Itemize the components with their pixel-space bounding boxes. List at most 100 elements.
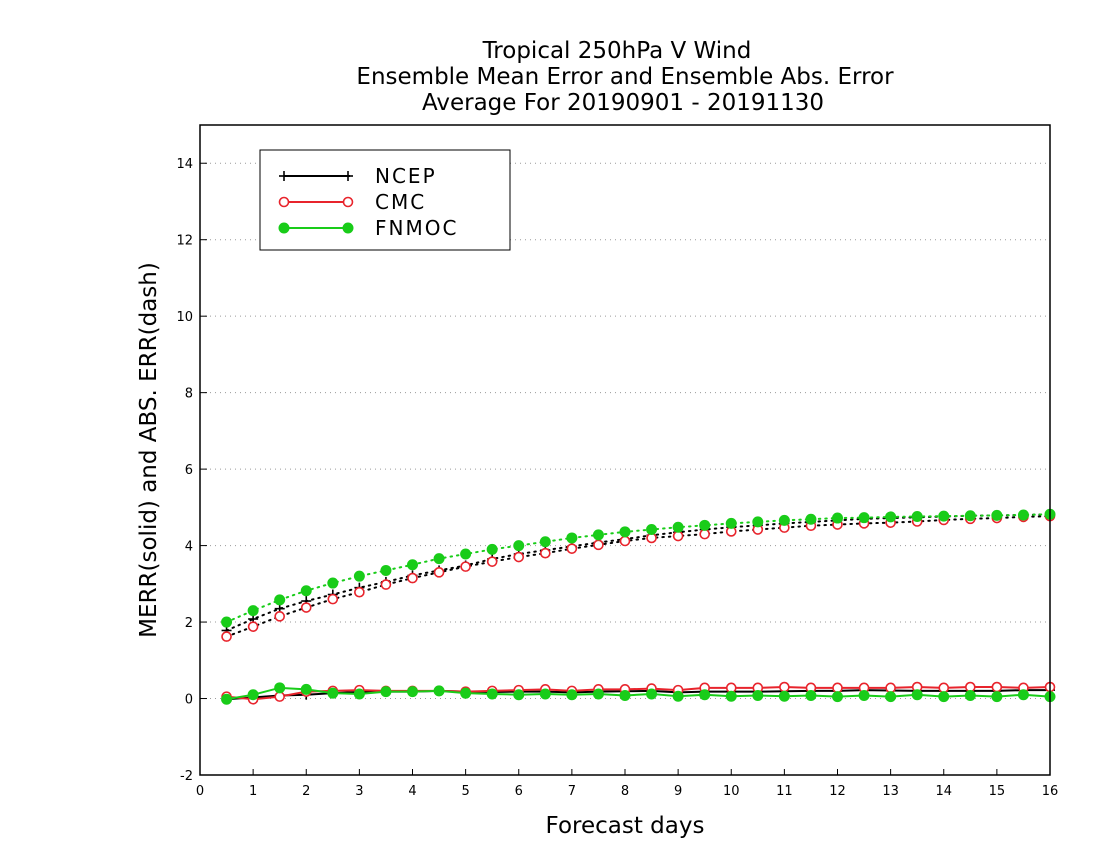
fnmoc-abs-error-point (619, 526, 631, 538)
fnmoc-abs-error-point (964, 510, 976, 522)
fnmoc-abs-error-point (991, 509, 1003, 521)
cmc-abs-error-point (593, 539, 604, 551)
fnmoc-abs-error-point (380, 564, 392, 576)
cmc-abs-error-point (460, 561, 471, 572)
x-tick-label: 16 (1042, 784, 1059, 799)
fnmoc-mean-error-point (407, 686, 418, 698)
fnmoc-abs-error-point (221, 616, 233, 628)
cmc-mean-error-point (991, 681, 1003, 693)
cmc-abs-error-point (566, 543, 578, 554)
fnmoc-abs-error-point (938, 510, 950, 522)
fnmoc-abs-error-point (646, 524, 658, 536)
fnmoc-abs-error-point (460, 548, 472, 560)
cmc-abs-error-point (247, 621, 259, 632)
fnmoc-mean-error-point (725, 690, 737, 702)
fnmoc-abs-error-point (407, 559, 418, 571)
cmc-abs-error-point (354, 586, 365, 598)
fnmoc-mean-error-point (247, 689, 259, 701)
fnmoc-mean-error-point (539, 688, 551, 700)
fnmoc-mean-error-point (832, 691, 843, 703)
fnmoc-abs-error-point (672, 521, 684, 533)
fnmoc-mean-error-point (805, 689, 817, 701)
y-tick-label: -2 (180, 769, 193, 784)
fnmoc-mean-error-point (752, 689, 764, 701)
x-tick-label: 0 (196, 784, 204, 799)
cmc-abs-error-point (274, 611, 285, 622)
cmc-abs-error-point (433, 567, 445, 578)
y-tick-label: 8 (185, 387, 193, 402)
cmc-abs-error-point (619, 535, 631, 547)
fnmoc-mean-error-point (327, 687, 339, 699)
legend-box (259, 149, 511, 251)
fnmoc-mean-error-point (1017, 689, 1029, 701)
cmc-abs-error-point (540, 547, 551, 559)
legend-marker-ncep (279, 171, 289, 181)
cmc-abs-error-point (221, 631, 232, 642)
ncep-abs-error-line (225, 513, 1051, 632)
cmc-abs-error-point (699, 528, 710, 540)
fnmoc-mean-error-point (911, 689, 923, 701)
fnmoc-abs-error-point (805, 513, 817, 525)
legend-marker-ncep (343, 171, 353, 181)
cmc-mean-error-point (274, 691, 285, 702)
fnmoc-abs-error-point (539, 536, 551, 548)
x-tick-label: 1 (249, 784, 257, 799)
cmc-abs-error-line (225, 515, 1051, 638)
fnmoc-mean-error-point (964, 689, 976, 701)
y-tick-label: 2 (185, 616, 193, 631)
series-layer (221, 508, 1056, 705)
fnmoc-abs-error-point (433, 553, 445, 565)
y-tick-label: 14 (176, 157, 193, 172)
fnmoc-abs-error-point (247, 605, 259, 617)
x-axis-label: Forecast days (546, 813, 705, 839)
x-tick-label: 3 (355, 784, 363, 799)
fnmoc-mean-error-point (699, 689, 711, 701)
fnmoc-abs-error-point (885, 511, 897, 523)
x-tick-label: 12 (829, 784, 846, 799)
x-tick-label: 13 (882, 784, 899, 799)
cmc-abs-error-point (672, 530, 684, 542)
fnmoc-mean-error-point (380, 686, 392, 698)
fnmoc-mean-error-point (938, 691, 950, 703)
chart-title-line-1: Tropical 250hPa V Wind (482, 38, 752, 64)
fnmoc-mean-error-point (274, 682, 286, 694)
x-tick-label: 7 (568, 784, 576, 799)
chart-title-line-2: Ensemble Mean Error and Ensemble Abs. Er… (356, 64, 894, 90)
fnmoc-mean-error-point (221, 693, 233, 705)
x-tick-label: 6 (515, 784, 523, 799)
cmc-mean-error-point (885, 682, 896, 694)
cmc-abs-error-point (380, 579, 392, 590)
fnmoc-abs-error-point (832, 512, 843, 524)
fnmoc-mean-error-point (858, 689, 870, 701)
fnmoc-mean-error-point (592, 688, 604, 700)
x-tick-label: 2 (302, 784, 310, 799)
x-tick-label: 11 (776, 784, 793, 799)
fnmoc-mean-error-point (566, 689, 578, 701)
fnmoc-mean-error-point (778, 690, 790, 702)
fnmoc-abs-error-point (486, 543, 498, 555)
x-tick-label: 14 (935, 784, 952, 799)
y-tick-label: 10 (176, 310, 193, 325)
y-tick-label: 12 (176, 234, 193, 249)
fnmoc-abs-error-point (566, 532, 578, 544)
legend-label-fnmoc: FNMOC (375, 216, 458, 240)
fnmoc-abs-error-point (1017, 509, 1029, 521)
fnmoc-mean-error-point (619, 689, 631, 701)
x-tick-label: 15 (989, 784, 1006, 799)
y-axis-label: MERR(solid) and ABS. ERR(dash) (136, 262, 162, 638)
x-tick-label: 5 (461, 784, 469, 799)
legend-label-cmc: CMC (375, 190, 426, 214)
fnmoc-mean-error-point (486, 688, 498, 700)
fnmoc-abs-error-line (225, 513, 1051, 624)
fnmoc-abs-error-point (300, 585, 312, 597)
cmc-mean-error-point (832, 682, 843, 694)
fnmoc-abs-error-point (725, 517, 737, 529)
legend-marker-fnmoc (278, 222, 290, 234)
fnmoc-mean-error-point (646, 688, 658, 700)
legend-marker-fnmoc (342, 222, 354, 234)
fnmoc-abs-error-point (592, 529, 604, 541)
fnmoc-abs-error-point (778, 514, 790, 526)
fnmoc-abs-error-point (353, 570, 365, 582)
